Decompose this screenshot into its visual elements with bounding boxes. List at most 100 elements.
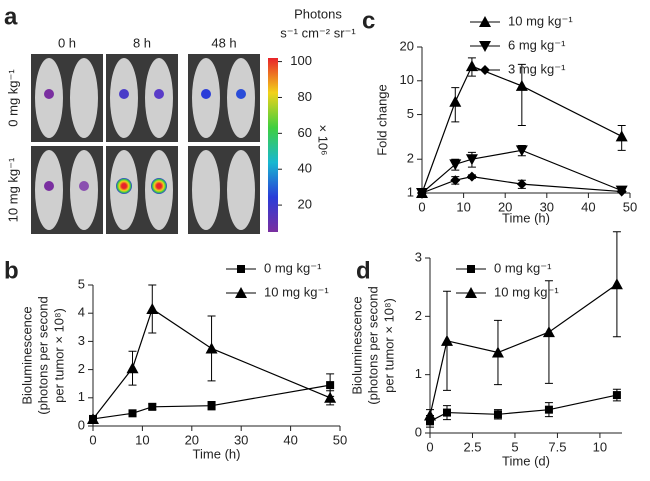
marker: [544, 405, 553, 414]
y-tick-label: 0: [415, 424, 422, 439]
colorbar-multiplier: × 10⁶: [316, 124, 331, 155]
colorbar-tick-label: 60: [298, 125, 312, 140]
marker: [616, 186, 627, 197]
y-tick-label: 3: [415, 249, 422, 264]
y-axis-label: Fold change: [374, 84, 389, 156]
signal: [201, 89, 211, 99]
marker: [87, 412, 99, 424]
marker: [424, 409, 436, 421]
y-tick-label: 1: [78, 389, 85, 404]
marker: [442, 408, 451, 417]
y-tick-label: 20: [400, 38, 414, 53]
marker: [450, 175, 461, 186]
column-label: 0 h: [58, 35, 76, 50]
x-tick-label: 20: [498, 199, 512, 214]
marker: [146, 302, 159, 314]
legend-marker: [235, 287, 247, 298]
marker: [515, 79, 528, 91]
y-axis-label: (photons per second: [365, 286, 380, 405]
x-tick-label: 50: [623, 199, 637, 214]
marker: [324, 391, 337, 403]
signal: [236, 89, 246, 99]
x-tick-label: 20: [185, 432, 199, 447]
marker: [207, 401, 216, 410]
colorbar-title: s⁻¹ cm⁻² sr⁻¹: [280, 25, 356, 40]
marker: [516, 179, 527, 190]
marker: [417, 188, 427, 198]
x-axis-label: Time (h): [502, 210, 550, 225]
x-tick-label: 50: [333, 432, 347, 447]
x-tick-label: 40: [581, 199, 595, 214]
x-tick-label: 0: [89, 432, 96, 447]
marker: [491, 346, 504, 358]
signal: [119, 89, 129, 99]
marker: [465, 154, 478, 166]
marker: [612, 391, 621, 400]
column-label: 48 h: [211, 35, 236, 50]
x-tick-label: 10: [135, 432, 149, 447]
panel-label: d: [356, 257, 371, 284]
legend-label: 10 mg kg⁻¹: [508, 13, 573, 28]
x-tick-label: 10: [593, 439, 607, 454]
signal: [151, 178, 167, 194]
y-tick-label: 5: [78, 276, 85, 291]
row-label: 10 mg kg⁻¹: [5, 157, 20, 222]
y-axis-label: per tumor × 10⁸): [51, 308, 66, 403]
y-tick-label: 2: [407, 151, 414, 166]
mouse: [70, 58, 98, 138]
signal: [44, 89, 54, 99]
legend-label: 0 mg kg⁻¹: [494, 260, 552, 275]
y-tick-label: 2: [415, 308, 422, 323]
legend-marker: [479, 41, 491, 52]
marker: [493, 410, 502, 419]
colorbar: [268, 58, 278, 232]
marker: [148, 402, 157, 411]
legend-marker: [465, 287, 477, 298]
y-tick-label: 3: [78, 333, 85, 348]
signal: [154, 89, 164, 99]
legend-label: 0 mg kg⁻¹: [264, 260, 322, 275]
signal: [116, 178, 132, 194]
x-axis-label: Time (d): [502, 453, 550, 468]
x-tick-label: 10: [456, 199, 470, 214]
y-axis-label: Bioluminescence: [349, 296, 364, 394]
marker: [515, 145, 528, 157]
x-tick-label: 7.5: [548, 439, 566, 454]
x-axis-label: Time (h): [193, 446, 241, 461]
y-axis-label: Bioluminescence: [19, 306, 34, 404]
legend-marker: [479, 16, 491, 27]
y-tick-label: 10: [400, 72, 414, 87]
colorbar-tick-label: 20: [298, 197, 312, 212]
x-tick-label: 0: [426, 439, 433, 454]
marker: [205, 342, 218, 354]
marker: [610, 278, 623, 290]
panel-label: c: [362, 7, 375, 34]
colorbar-title: Photons: [294, 6, 342, 21]
legend-marker: [467, 265, 475, 273]
series-line: [429, 283, 618, 416]
marker: [126, 362, 139, 374]
legend-label: 6 mg kg⁻¹: [508, 37, 566, 52]
error-bar: [517, 63, 526, 126]
y-tick-label: 0: [78, 417, 85, 432]
x-tick-label: 0: [418, 199, 425, 214]
panel-label: a: [4, 3, 18, 30]
y-axis-label: per tumor × 10⁸): [381, 298, 396, 393]
column-label: 8 h: [133, 35, 151, 50]
x-tick-label: 30: [540, 199, 554, 214]
marker: [465, 60, 478, 72]
mouse: [192, 150, 220, 230]
signal: [44, 181, 54, 191]
legend-label: 10 mg kg⁻¹: [494, 284, 559, 299]
legend-label: 3 mg kg⁻¹: [508, 61, 566, 76]
y-tick-label: 2: [78, 361, 85, 376]
colorbar-tick-label: 40: [298, 161, 312, 176]
marker: [615, 130, 628, 142]
colorbar-tick-label: 100: [290, 53, 312, 68]
x-tick-label: 40: [283, 432, 297, 447]
x-tick-label: 30: [234, 432, 248, 447]
y-tick-label: 5: [407, 106, 414, 121]
mouse: [227, 150, 255, 230]
marker: [466, 171, 477, 182]
